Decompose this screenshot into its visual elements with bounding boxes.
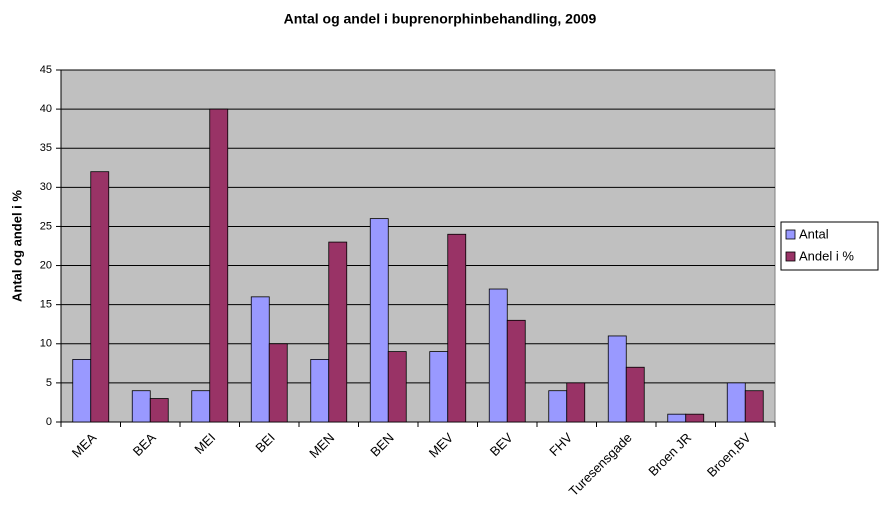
bar — [72, 359, 92, 423]
x-tick-label: Broen JR — [645, 430, 694, 479]
bar — [726, 382, 746, 423]
chart-title: Antal og andel i buprenorphinbehandling,… — [284, 11, 597, 27]
legend-label: Andel i % — [799, 248, 854, 263]
bar — [488, 288, 508, 423]
bar — [250, 296, 270, 423]
x-tick-label: BEN — [367, 430, 397, 460]
y-tick-label: 20 — [40, 259, 52, 271]
bar — [429, 351, 449, 423]
bar — [310, 359, 330, 423]
y-tick-label: 5 — [46, 377, 52, 389]
bar — [90, 171, 110, 423]
bar — [369, 218, 389, 423]
y-tick-label: 35 — [40, 142, 52, 154]
y-tick-label: 30 — [40, 181, 52, 193]
bar — [209, 108, 229, 423]
y-tick-label: 10 — [40, 338, 52, 350]
y-tick-label: 40 — [40, 103, 52, 115]
legend-swatch — [785, 229, 796, 240]
x-tick-label: MEN — [306, 430, 337, 461]
bar — [191, 390, 211, 423]
x-tick-label: MEI — [191, 430, 218, 457]
plot-area — [60, 69, 776, 423]
legend-box — [780, 221, 879, 271]
bar — [447, 233, 467, 423]
bar — [387, 351, 407, 423]
y-tick-label: 0 — [46, 416, 52, 428]
y-axis-title: Antal og andel i % — [9, 190, 24, 302]
bar — [607, 335, 627, 423]
y-tick-label: 15 — [40, 299, 52, 311]
bar — [685, 413, 705, 423]
x-tick-label: MEA — [69, 430, 100, 461]
bar — [548, 390, 568, 423]
bar — [566, 382, 586, 423]
bar — [149, 398, 169, 423]
y-tick-label: 45 — [40, 64, 52, 76]
legend-label: Antal — [799, 226, 829, 241]
bar — [744, 390, 764, 423]
x-tick-label: Turesensgade — [566, 430, 635, 499]
x-tick-label: FHV — [546, 430, 575, 459]
bar — [328, 241, 348, 423]
x-tick-label: Broen,BV — [704, 430, 754, 480]
x-tick-label: MEV — [426, 430, 457, 461]
bar — [625, 366, 645, 423]
bar — [667, 413, 687, 423]
bar — [268, 343, 288, 423]
x-tick-label: BEA — [130, 430, 159, 459]
legend-swatch — [785, 251, 796, 262]
x-tick-label: BEV — [487, 430, 516, 459]
x-tick-label: BEI — [252, 430, 277, 455]
bar — [506, 319, 526, 423]
y-tick-label: 25 — [40, 220, 52, 232]
bar — [131, 390, 151, 423]
